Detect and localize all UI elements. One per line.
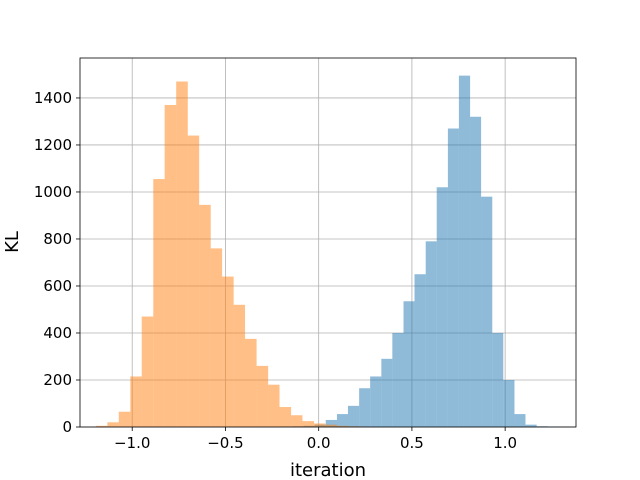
bar-series1-bin-5 (153, 179, 165, 427)
bar-series0-bin-11 (403, 301, 415, 427)
histogram-bars (95, 75, 570, 428)
y-axis: 0 200 400 600 800 1000 1200 1400 (34, 89, 80, 436)
bar-series0-bin-16 (458, 75, 471, 428)
bar-series1-bin-12 (233, 304, 246, 427)
bar-series0-bin-14 (436, 187, 448, 427)
bar-series1-bin-17 (291, 415, 303, 427)
bar-series1-bin-16 (279, 407, 292, 427)
x-tick-label-0: −1.0 (114, 434, 150, 452)
y-tick-label-7: 1400 (34, 89, 72, 107)
bar-series0-bin-20 (503, 379, 515, 427)
bar-series0-bin-4 (325, 419, 337, 427)
bar-series0-bin-5 (336, 414, 348, 427)
bar-series1-bin-21 (336, 425, 349, 427)
bar-series1-bin-0 (95, 425, 108, 427)
bar-series1-bin-4 (141, 316, 154, 427)
bar-series1-bin-3 (130, 376, 142, 427)
x-axis: −1.0 −0.5 0.0 0.5 1.0 (114, 427, 517, 452)
bar-series0-bin-12 (414, 274, 426, 427)
bar-series1-bin-13 (245, 338, 257, 427)
x-tick-label-4: 1.0 (493, 434, 517, 452)
bar-series0-bin-18 (481, 196, 493, 427)
x-tick-label-3: 0.5 (400, 434, 424, 452)
bar-series1-bin-6 (164, 105, 177, 427)
bar-series0-bin-7 (359, 388, 371, 427)
bar-series0-bin-9 (381, 358, 393, 427)
bar-series1-bin-9 (199, 204, 211, 427)
bar-series0-bin-13 (425, 241, 437, 427)
bar-series0-bin-21 (514, 414, 526, 427)
bar-series1-bin-14 (256, 365, 269, 427)
x-axis-label: iteration (290, 460, 366, 480)
bar-series1-bin-20 (325, 424, 337, 427)
bar-series1-bin-8 (187, 135, 200, 427)
y-tick-label-2: 400 (43, 324, 72, 342)
y-tick-label-6: 1200 (34, 136, 72, 154)
plot-frame (79, 57, 577, 428)
bar-series0-bin-22 (525, 424, 537, 427)
bar-series1-bin-11 (222, 276, 234, 427)
bar-series0-bin-8 (370, 376, 382, 427)
y-tick-label-3: 600 (43, 277, 72, 295)
y-tick-label-0: 0 (62, 418, 72, 436)
y-tick-label-4: 800 (43, 230, 72, 248)
bar-series0-bin-15 (447, 128, 459, 427)
bar-series1-bin-7 (176, 81, 188, 428)
bar-series1-bin-19 (314, 423, 326, 427)
bar-series1-bin-18 (302, 421, 315, 427)
bar-series0-bin-19 (492, 332, 504, 427)
x-tick-label-2: 0.0 (307, 434, 331, 452)
x-tick-label-1: −0.5 (207, 434, 243, 452)
y-axis-label: KL (2, 231, 23, 253)
bar-series1-bin-1 (107, 422, 119, 427)
y-tick-label-5: 1000 (34, 183, 72, 201)
y-tick-label-1: 200 (43, 371, 72, 389)
bar-series0-bin-6 (347, 405, 360, 427)
bar-series0-bin-17 (470, 116, 482, 427)
bar-series0-bin-10 (392, 332, 404, 427)
bar-series1-bin-2 (118, 411, 131, 427)
bar-series1-bin-10 (210, 248, 223, 427)
bar-series1-bin-15 (268, 384, 280, 427)
